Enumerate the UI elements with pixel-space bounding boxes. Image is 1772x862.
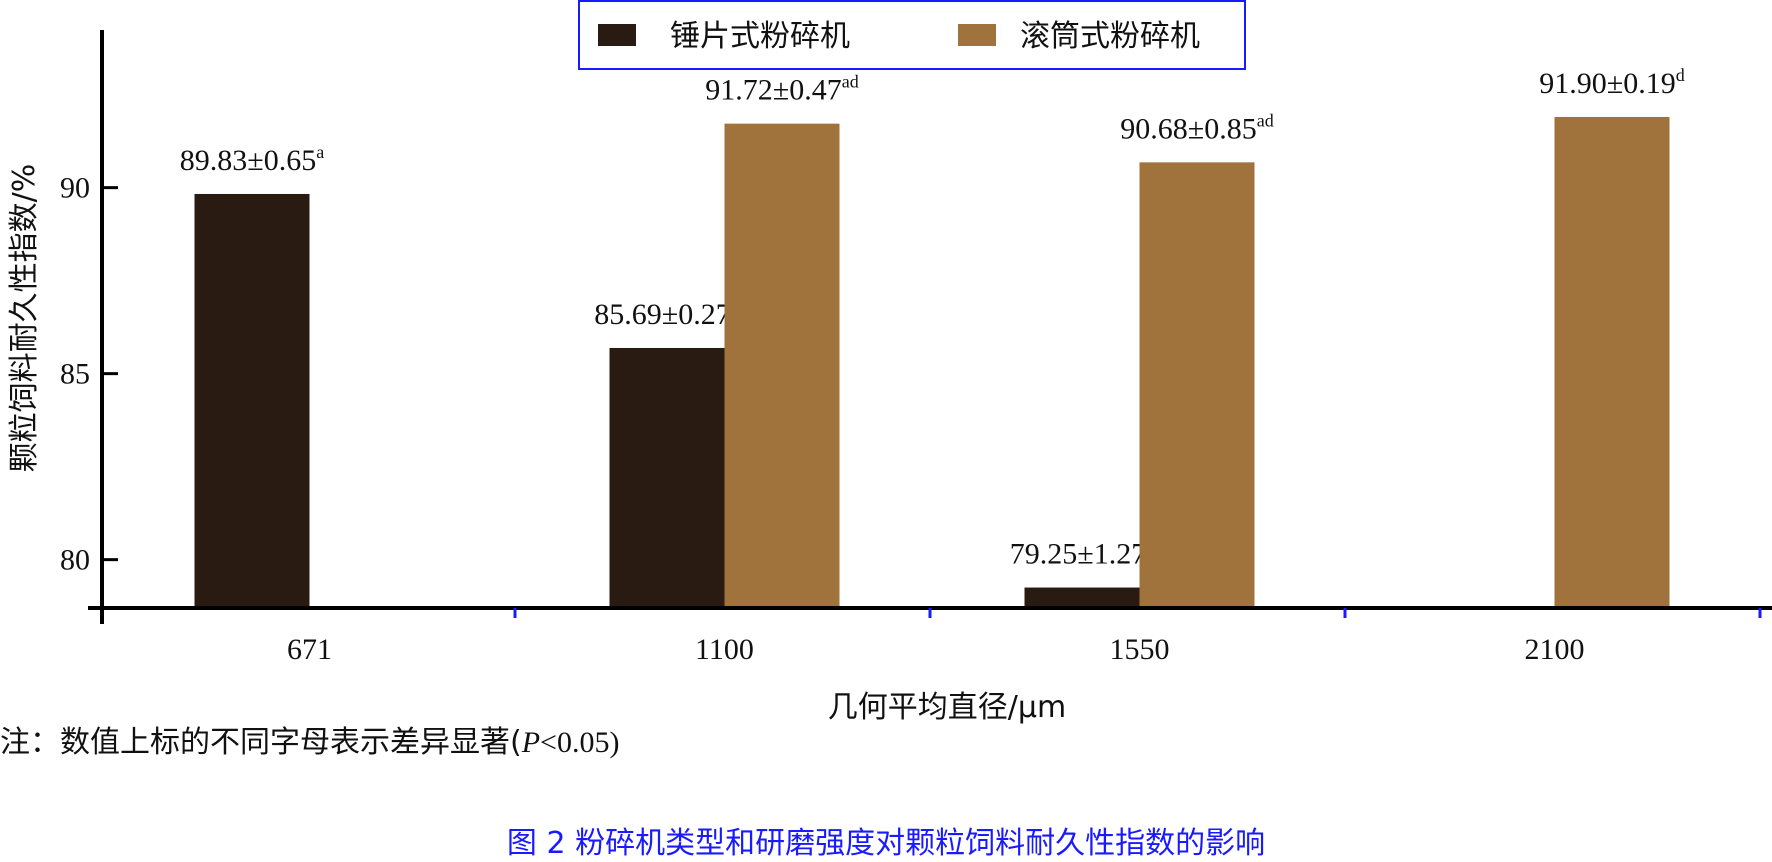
x-tick-label: 1550: [1110, 633, 1170, 666]
data-label: 79.25±1.27c: [1010, 536, 1154, 571]
data-label: 89.83±0.65a: [180, 142, 324, 177]
legend: 锤片式粉碎机 滚筒式粉碎机: [578, 0, 1246, 70]
y-tick-label: 90: [60, 172, 90, 205]
x-tick-label: 671: [287, 633, 332, 666]
legend-box: [578, 0, 1246, 70]
legend-swatch: [598, 24, 636, 46]
data-label: 90.68±0.85ad: [1120, 110, 1273, 145]
x-axis-title: 几何平均直径/μm: [828, 690, 1066, 725]
bar-drum-1550: [1139, 162, 1255, 608]
data-label: 85.69±0.27b: [594, 296, 739, 331]
bar-hammer-671: [194, 193, 310, 609]
note-p-symbol: P: [521, 726, 541, 759]
significance-note: 注：数值上标的不同字母表示差异显著(P<0.05): [0, 717, 619, 761]
bar-drum-1100: [724, 123, 840, 608]
bar-hammer-1550: [1024, 587, 1140, 608]
data-label: 91.90±0.19d: [1539, 65, 1684, 100]
x-tick-label: 2100: [1525, 633, 1585, 666]
bar-chart: 89.83±0.65a 85.69±0.27b 79.25±1.27c 91.72±0…: [7, 0, 1772, 725]
data-label: 91.72±0.47ad: [705, 72, 858, 107]
note-suffix: <0.05): [540, 726, 620, 759]
note-prefix: 注：数值上标的不同字母表示差异显著(: [0, 725, 522, 760]
bar-drum-2100: [1554, 116, 1670, 609]
y-axis-title: 颗粒饲料耐久性指数/%: [7, 164, 42, 473]
bar-hammer-1100: [609, 347, 725, 608]
y-tick-label: 85: [60, 358, 90, 391]
y-tick-label: 80: [60, 544, 90, 577]
x-tick-label: 1100: [695, 633, 754, 666]
legend-label: 滚筒式粉碎机: [1020, 19, 1200, 54]
legend-swatch: [958, 24, 996, 46]
legend-label: 锤片式粉碎机: [670, 19, 850, 54]
figure-caption: 图 2 粉碎机类型和研磨强度对颗粒饲料耐久性指数的影响: [506, 826, 1266, 861]
